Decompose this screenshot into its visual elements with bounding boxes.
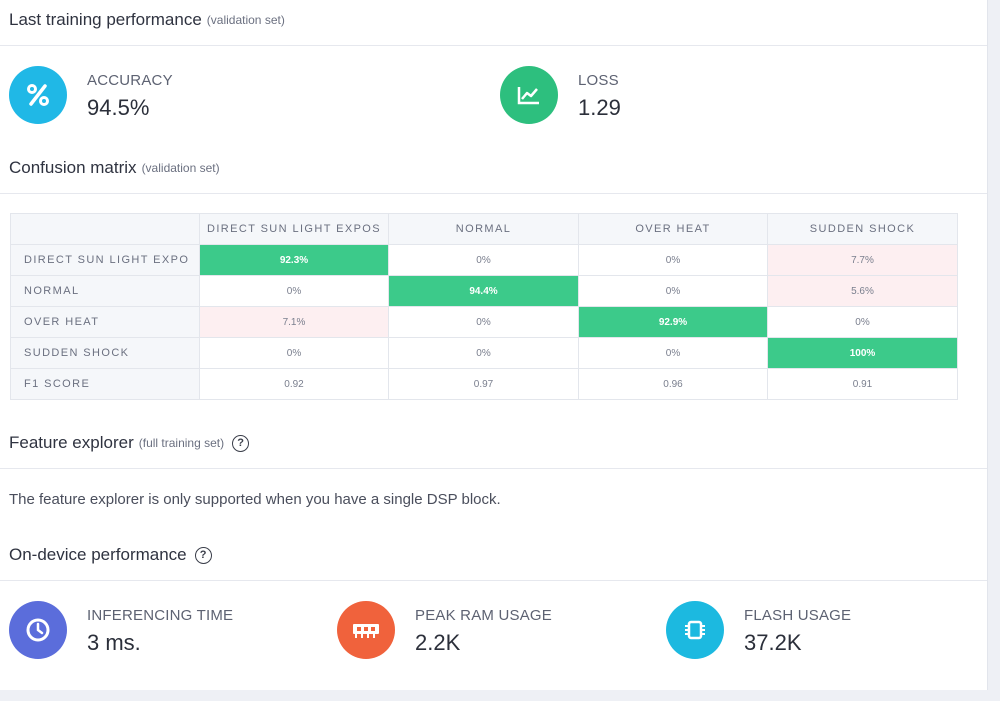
- matrix-cell: 0%: [388, 244, 579, 276]
- matrix-cell: 7.1%: [199, 306, 389, 338]
- loss-value: 1.29: [578, 95, 621, 120]
- peak-ram-label: PEAK RAM USAGE: [415, 607, 553, 624]
- chip-icon: [666, 601, 724, 659]
- inferencing-time-label: INFERENCING TIME: [87, 607, 234, 624]
- confusion-section-title: Confusion matrix (validation set): [9, 158, 220, 178]
- row-header: DIRECT SUN LIGHT EXPO: [10, 244, 200, 276]
- percent-icon: [9, 66, 67, 124]
- memory-icon: [337, 601, 395, 659]
- column-header: SUDDEN SHOCK: [767, 213, 958, 245]
- on-device-title: On-device performance: [9, 545, 187, 564]
- matrix-cell: 0%: [578, 337, 768, 369]
- header-row: DIRECT SUN LIGHT EXPOS NORMAL OVER HEAT …: [10, 213, 958, 245]
- f1-cell: 0.92: [199, 368, 389, 400]
- divider: [0, 468, 987, 469]
- divider: [0, 45, 987, 46]
- table-row: SUDDEN SHOCK 0% 0% 0% 100%: [10, 337, 958, 369]
- accuracy-metric: ACCURACY 94.5%: [9, 66, 173, 124]
- matrix-cell: 5.6%: [767, 275, 958, 307]
- matrix-cell: 94.4%: [388, 275, 579, 307]
- row-header: OVER HEAT: [10, 306, 200, 338]
- f1-cell: 0.91: [767, 368, 958, 400]
- feature-explorer-section-title: Feature explorer (full training set) ?: [9, 433, 250, 453]
- row-header: SUDDEN SHOCK: [10, 337, 200, 369]
- inferencing-time-metric: INFERENCING TIME 3 ms.: [9, 601, 233, 659]
- inferencing-time-value: 3 ms.: [87, 630, 141, 655]
- f1-cell: 0.97: [388, 368, 579, 400]
- divider: [0, 193, 987, 194]
- matrix-cell: 100%: [767, 337, 958, 369]
- matrix-cell: 0%: [199, 275, 389, 307]
- row-header: NORMAL: [10, 275, 200, 307]
- matrix-cell: 0%: [388, 337, 579, 369]
- confusion-matrix-table: DIRECT SUN LIGHT EXPOS NORMAL OVER HEAT …: [10, 213, 958, 400]
- confusion-subtitle: (validation set): [141, 161, 220, 175]
- training-section-title: Last training performance (validation se…: [9, 10, 285, 30]
- flash-usage-value: 37.2K: [744, 630, 802, 655]
- flash-usage-metric: FLASH USAGE 37.2K: [666, 601, 851, 659]
- matrix-cell: 92.3%: [199, 244, 389, 276]
- peak-ram-metric: PEAK RAM USAGE 2.2K: [337, 601, 552, 659]
- on-device-section-title: On-device performance ?: [9, 545, 212, 565]
- corner-cell: [10, 213, 200, 245]
- column-header: OVER HEAT: [578, 213, 768, 245]
- feature-explorer-title: Feature explorer: [9, 433, 134, 452]
- matrix-cell: 92.9%: [578, 306, 768, 338]
- confusion-title: Confusion matrix: [9, 158, 137, 177]
- results-card: Last training performance (validation se…: [0, 0, 988, 690]
- f1-row: F1 SCORE 0.92 0.97 0.96 0.91: [10, 368, 958, 400]
- f1-cell: 0.96: [578, 368, 768, 400]
- feature-explorer-note: The feature explorer is only supported w…: [9, 491, 501, 508]
- table-row: OVER HEAT 7.1% 0% 92.9% 0%: [10, 306, 958, 338]
- accuracy-value: 94.5%: [87, 95, 150, 120]
- help-icon[interactable]: ?: [194, 546, 212, 564]
- table-row: DIRECT SUN LIGHT EXPO 92.3% 0% 0% 7.7%: [10, 244, 958, 276]
- table-row: NORMAL 0% 94.4% 0% 5.6%: [10, 275, 958, 307]
- column-header: DIRECT SUN LIGHT EXPOS: [199, 213, 389, 245]
- matrix-cell: 0%: [767, 306, 958, 338]
- matrix-cell: 0%: [578, 244, 768, 276]
- help-icon[interactable]: ?: [232, 434, 250, 452]
- accuracy-label: ACCURACY: [87, 72, 173, 89]
- loss-label: LOSS: [578, 72, 619, 89]
- feature-explorer-subtitle: (full training set): [138, 436, 225, 450]
- column-header: NORMAL: [388, 213, 579, 245]
- flash-usage-label: FLASH USAGE: [744, 607, 852, 624]
- peak-ram-value: 2.2K: [415, 630, 461, 655]
- matrix-cell: 0%: [388, 306, 579, 338]
- matrix-cell: 0%: [199, 337, 389, 369]
- training-title: Last training performance: [9, 10, 202, 29]
- training-subtitle: (validation set): [206, 13, 285, 27]
- divider: [0, 580, 987, 581]
- matrix-cell: 0%: [578, 275, 768, 307]
- row-header: F1 SCORE: [10, 368, 200, 400]
- loss-metric: LOSS 1.29: [500, 66, 621, 124]
- matrix-cell: 7.7%: [767, 244, 958, 276]
- clock-icon: [9, 601, 67, 659]
- line-chart-icon: [500, 66, 558, 124]
